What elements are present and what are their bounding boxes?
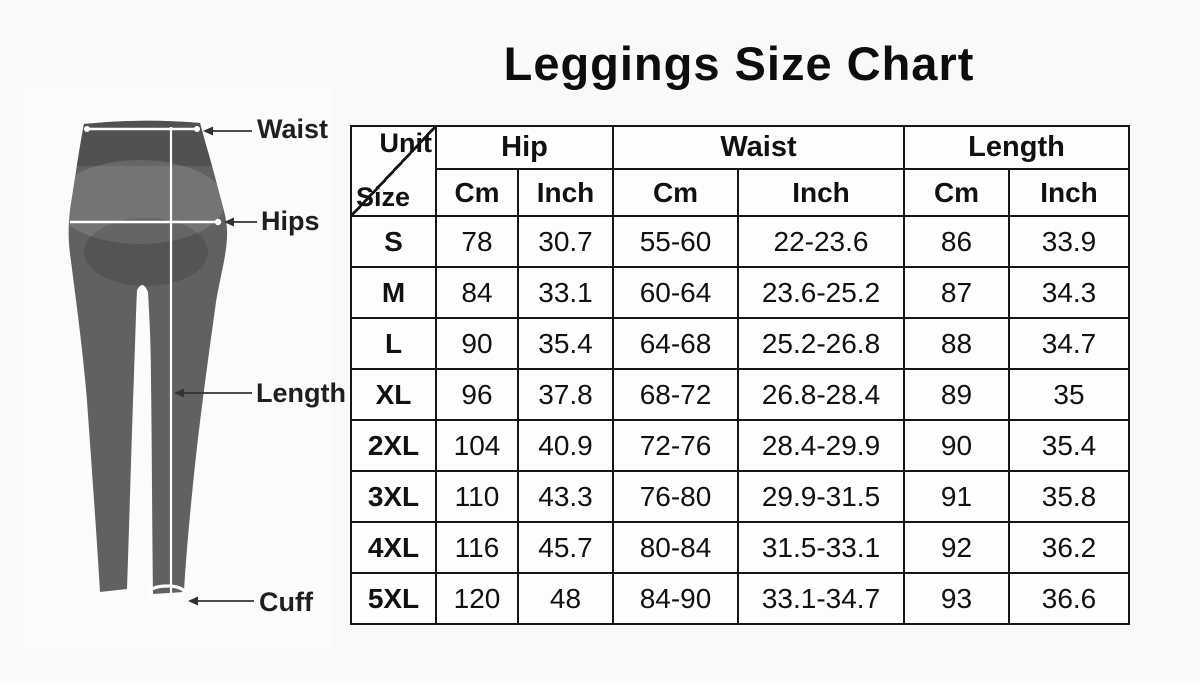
value-cell-waist_cm: 84-90 [612,572,739,625]
table-row: 3XL 110 43.3 76-80 29.9-31.5 91 35.8 [350,470,1130,523]
waist-arrow [203,126,252,136]
value-cell-hip_cm: 116 [435,521,519,574]
size-cell: S [350,215,437,268]
value-cell-length_cm: 90 [903,419,1010,472]
value-cell-hip_cm: 110 [435,470,519,523]
value-cell-length_cm: 89 [903,368,1010,421]
value-cell-hip_inch: 48 [517,572,614,625]
value-cell-length_inch: 35.8 [1008,470,1130,523]
value-cell-waist_cm: 72-76 [612,419,739,472]
value-cell-length_inch: 33.9 [1008,215,1130,268]
value-cell-hip_inch: 43.3 [517,470,614,523]
size-cell: XL [350,368,437,421]
value-cell-waist_cm: 76-80 [612,470,739,523]
value-cell-waist_inch: 31.5-33.1 [737,521,905,574]
size-cell: 5XL [350,572,437,625]
table-row: 5XL 120 48 84-90 33.1-34.7 93 36.6 [350,572,1130,625]
value-cell-hip_inch: 45.7 [517,521,614,574]
leggings-diagram: Waist Hips Length Cuff [0,0,350,681]
value-cell-hip_cm: 84 [435,266,519,319]
value-cell-waist_inch: 25.2-26.8 [737,317,905,370]
value-cell-hip_inch: 33.1 [517,266,614,319]
value-cell-length_cm: 92 [903,521,1010,574]
table-row: 2XL 104 40.9 72-76 28.4-29.9 90 35.4 [350,419,1130,472]
seat-shadow [84,218,208,286]
size-cell: M [350,266,437,319]
value-cell-length_inch: 35 [1008,368,1130,421]
size-cell: 2XL [350,419,437,472]
value-cell-length_cm: 93 [903,572,1010,625]
cuff-arrow [188,596,254,606]
value-cell-hip_cm: 104 [435,419,519,472]
table-row: XL 96 37.8 68-72 26.8-28.4 89 35 [350,368,1130,421]
value-cell-hip_inch: 40.9 [517,419,614,472]
leggings-illustration [18,88,332,648]
value-cell-waist_inch: 26.8-28.4 [737,368,905,421]
unit-header-hip-cm: Cm [435,168,519,217]
value-cell-length_inch: 34.7 [1008,317,1130,370]
value-cell-waist_inch: 23.6-25.2 [737,266,905,319]
value-cell-hip_cm: 96 [435,368,519,421]
table-row: L 90 35.4 64-68 25.2-26.8 88 34.7 [350,317,1130,370]
measure-label-hips: Hips [261,206,320,236]
col-header-waist: Waist [612,125,905,170]
value-cell-waist_inch: 22-23.6 [737,215,905,268]
value-cell-length_inch: 36.2 [1008,521,1130,574]
size-cell: L [350,317,437,370]
value-cell-waist_inch: 29.9-31.5 [737,470,905,523]
unit-header-waist-cm: Cm [612,168,739,217]
table-row: M 84 33.1 60-64 23.6-25.2 87 34.3 [350,266,1130,319]
value-cell-hip_cm: 78 [435,215,519,268]
measure-label-cuff: Cuff [259,587,313,617]
value-cell-length_inch: 36.6 [1008,572,1130,625]
table-row: S 78 30.7 55-60 22-23.6 86 33.9 [350,215,1130,268]
unit-header-hip-inch: Inch [517,168,614,217]
length-arrow [174,388,252,398]
measure-label-waist: Waist [257,114,329,144]
value-cell-waist_inch: 28.4-29.9 [737,419,905,472]
value-cell-length_inch: 34.3 [1008,266,1130,319]
value-cell-waist_inch: 33.1-34.7 [737,572,905,625]
corner-unit-label: Unit [379,128,432,158]
col-header-hip: Hip [435,125,614,170]
unit-header-waist-inch: Inch [737,168,905,217]
value-cell-hip_cm: 120 [435,572,519,625]
size-cell: 3XL [350,470,437,523]
size-cell: 4XL [350,521,437,574]
value-cell-hip_cm: 90 [435,317,519,370]
measure-label-length: Length [256,378,346,408]
value-cell-waist_cm: 80-84 [612,521,739,574]
value-cell-length_cm: 88 [903,317,1010,370]
table-row: 4XL 116 45.7 80-84 31.5-33.1 92 36.2 [350,521,1130,574]
waist-dot-right [194,126,200,132]
unit-header-length-cm: Cm [903,168,1010,217]
page-title: Leggings Size Chart [503,37,975,90]
size-table: Unit Size Hip Waist Length Cm Inch Cm In… [350,125,1130,625]
corner-cell: Unit Size [350,125,437,217]
corner-size-label: Size [356,182,411,212]
value-cell-hip_inch: 35.4 [517,317,614,370]
hips-dot [214,218,222,226]
value-cell-length_inch: 35.4 [1008,419,1130,472]
cuff-rim [148,584,186,600]
leggings-silhouette [68,120,228,595]
col-header-length: Length [903,125,1130,170]
value-cell-waist_cm: 68-72 [612,368,739,421]
value-cell-length_cm: 87 [903,266,1010,319]
waist-dot-left [84,126,90,132]
value-cell-waist_cm: 64-68 [612,317,739,370]
value-cell-waist_cm: 55-60 [612,215,739,268]
value-cell-length_cm: 91 [903,470,1010,523]
value-cell-waist_cm: 60-64 [612,266,739,319]
hips-arrow [224,217,257,227]
unit-header-length-inch: Inch [1008,168,1130,217]
value-cell-length_cm: 86 [903,215,1010,268]
value-cell-hip_inch: 30.7 [517,215,614,268]
value-cell-hip_inch: 37.8 [517,368,614,421]
